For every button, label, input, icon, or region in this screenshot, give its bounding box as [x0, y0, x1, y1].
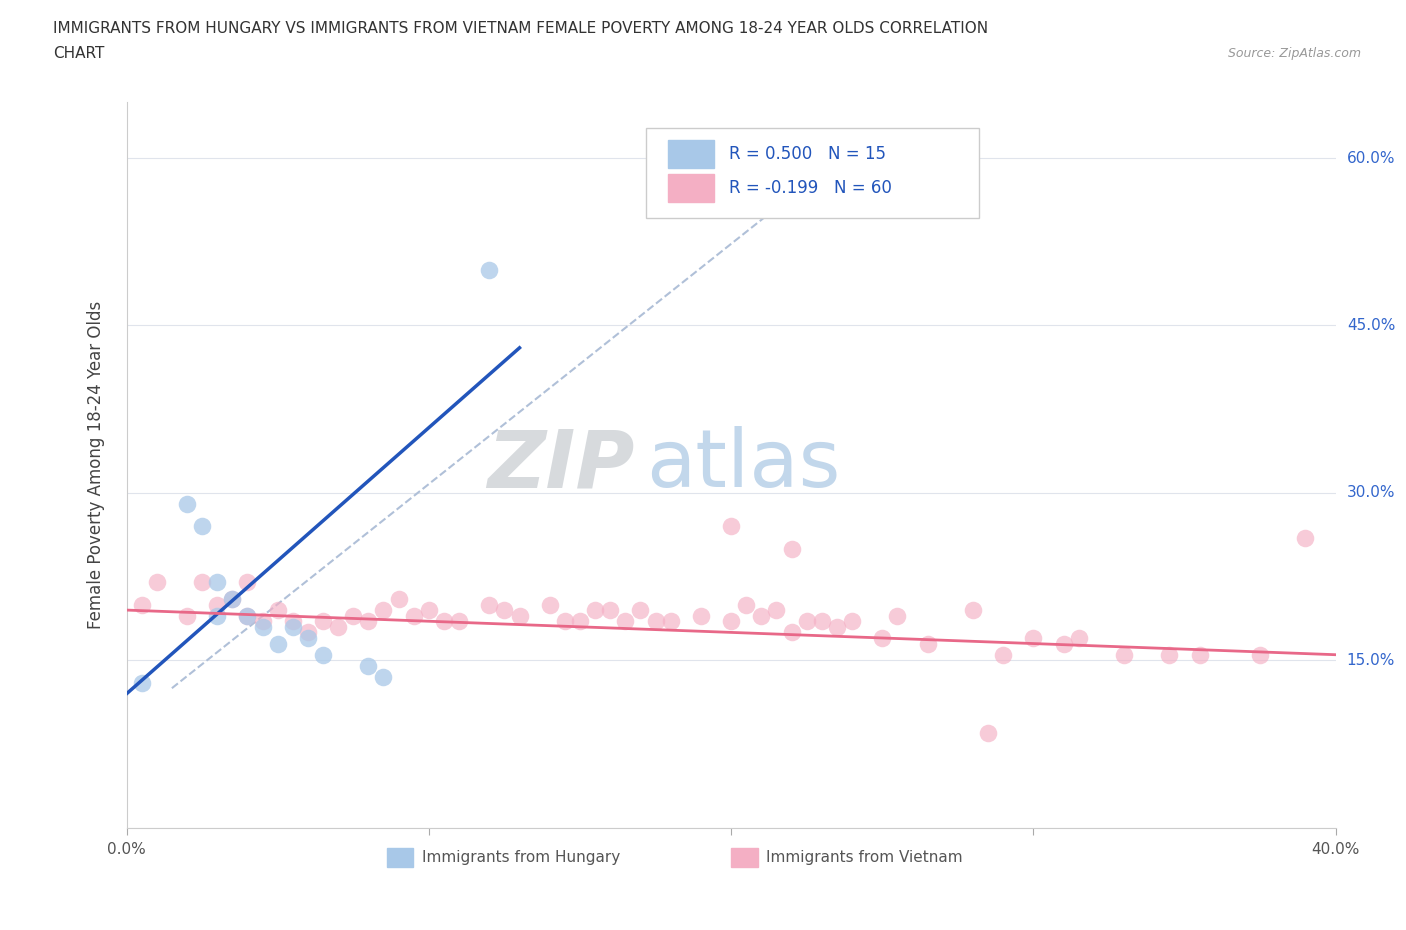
Point — [131, 597, 153, 612]
Text: R = 0.500   N = 15: R = 0.500 N = 15 — [728, 145, 886, 163]
Point — [297, 631, 319, 645]
Point — [146, 575, 169, 590]
Text: CHART: CHART — [53, 46, 105, 61]
Bar — [731, 848, 758, 867]
Point — [131, 675, 153, 690]
Point — [342, 608, 364, 623]
Text: IMMIGRANTS FROM HUNGARY VS IMMIGRANTS FROM VIETNAM FEMALE POVERTY AMONG 18-24 YE: IMMIGRANTS FROM HUNGARY VS IMMIGRANTS FR… — [53, 21, 988, 36]
Point — [297, 625, 319, 640]
Text: R = -0.199   N = 60: R = -0.199 N = 60 — [728, 179, 891, 197]
Point — [720, 614, 742, 629]
Text: 60.0%: 60.0% — [1347, 151, 1395, 166]
Bar — [668, 174, 714, 202]
Point — [993, 647, 1015, 662]
Point — [1067, 631, 1090, 645]
Point — [357, 614, 380, 629]
Point — [433, 614, 456, 629]
Point — [780, 541, 803, 556]
Point — [630, 603, 652, 618]
Point — [751, 608, 773, 623]
Point — [796, 614, 818, 629]
Point — [1159, 647, 1181, 662]
Point — [825, 619, 848, 634]
Point — [191, 519, 214, 534]
Point — [221, 591, 243, 606]
Point — [418, 603, 440, 618]
Point — [614, 614, 637, 629]
Point — [388, 591, 411, 606]
Point — [720, 519, 742, 534]
Text: Source: ZipAtlas.com: Source: ZipAtlas.com — [1227, 46, 1361, 60]
Point — [644, 614, 666, 629]
Point — [267, 603, 290, 618]
Point — [1114, 647, 1136, 662]
Point — [583, 603, 606, 618]
Point — [357, 658, 380, 673]
Point — [568, 614, 592, 629]
Text: Immigrants from Hungary: Immigrants from Hungary — [422, 850, 620, 865]
Point — [447, 614, 470, 629]
Point — [252, 614, 274, 629]
Point — [735, 597, 758, 612]
Point — [205, 575, 228, 590]
Point — [1294, 530, 1316, 545]
Point — [478, 262, 501, 277]
Point — [810, 614, 832, 629]
Point — [236, 608, 259, 623]
Point — [252, 619, 274, 634]
Point — [599, 603, 621, 618]
Point — [1022, 631, 1045, 645]
Point — [1053, 636, 1076, 651]
Point — [538, 597, 561, 612]
Point — [191, 575, 214, 590]
Text: ZIP: ZIP — [486, 426, 634, 504]
Point — [509, 608, 531, 623]
Point — [478, 597, 501, 612]
Point — [977, 725, 1000, 740]
Point — [659, 614, 682, 629]
Text: 30.0%: 30.0% — [1347, 485, 1395, 500]
Text: atlas: atlas — [647, 426, 841, 504]
Point — [917, 636, 939, 651]
Point — [312, 647, 335, 662]
Bar — [387, 848, 413, 867]
Point — [1188, 647, 1211, 662]
Point — [176, 608, 198, 623]
Point — [221, 591, 243, 606]
Point — [267, 636, 290, 651]
Point — [689, 608, 711, 623]
Point — [281, 619, 304, 634]
Point — [554, 614, 576, 629]
Point — [780, 625, 803, 640]
Point — [373, 603, 395, 618]
Bar — [668, 140, 714, 167]
Point — [494, 603, 516, 618]
Text: Immigrants from Vietnam: Immigrants from Vietnam — [766, 850, 963, 865]
Point — [205, 597, 228, 612]
Point — [1249, 647, 1271, 662]
Point — [402, 608, 425, 623]
Point — [872, 631, 894, 645]
Text: 45.0%: 45.0% — [1347, 318, 1395, 333]
Point — [176, 497, 198, 512]
Point — [886, 608, 908, 623]
Point — [765, 603, 787, 618]
Point — [962, 603, 984, 618]
FancyBboxPatch shape — [647, 127, 979, 219]
Point — [841, 614, 863, 629]
Text: 15.0%: 15.0% — [1347, 653, 1395, 668]
Point — [236, 608, 259, 623]
Point — [236, 575, 259, 590]
Y-axis label: Female Poverty Among 18-24 Year Olds: Female Poverty Among 18-24 Year Olds — [87, 301, 105, 629]
Point — [281, 614, 304, 629]
Point — [373, 670, 395, 684]
Point — [326, 619, 350, 634]
Point — [205, 608, 228, 623]
Point — [312, 614, 335, 629]
